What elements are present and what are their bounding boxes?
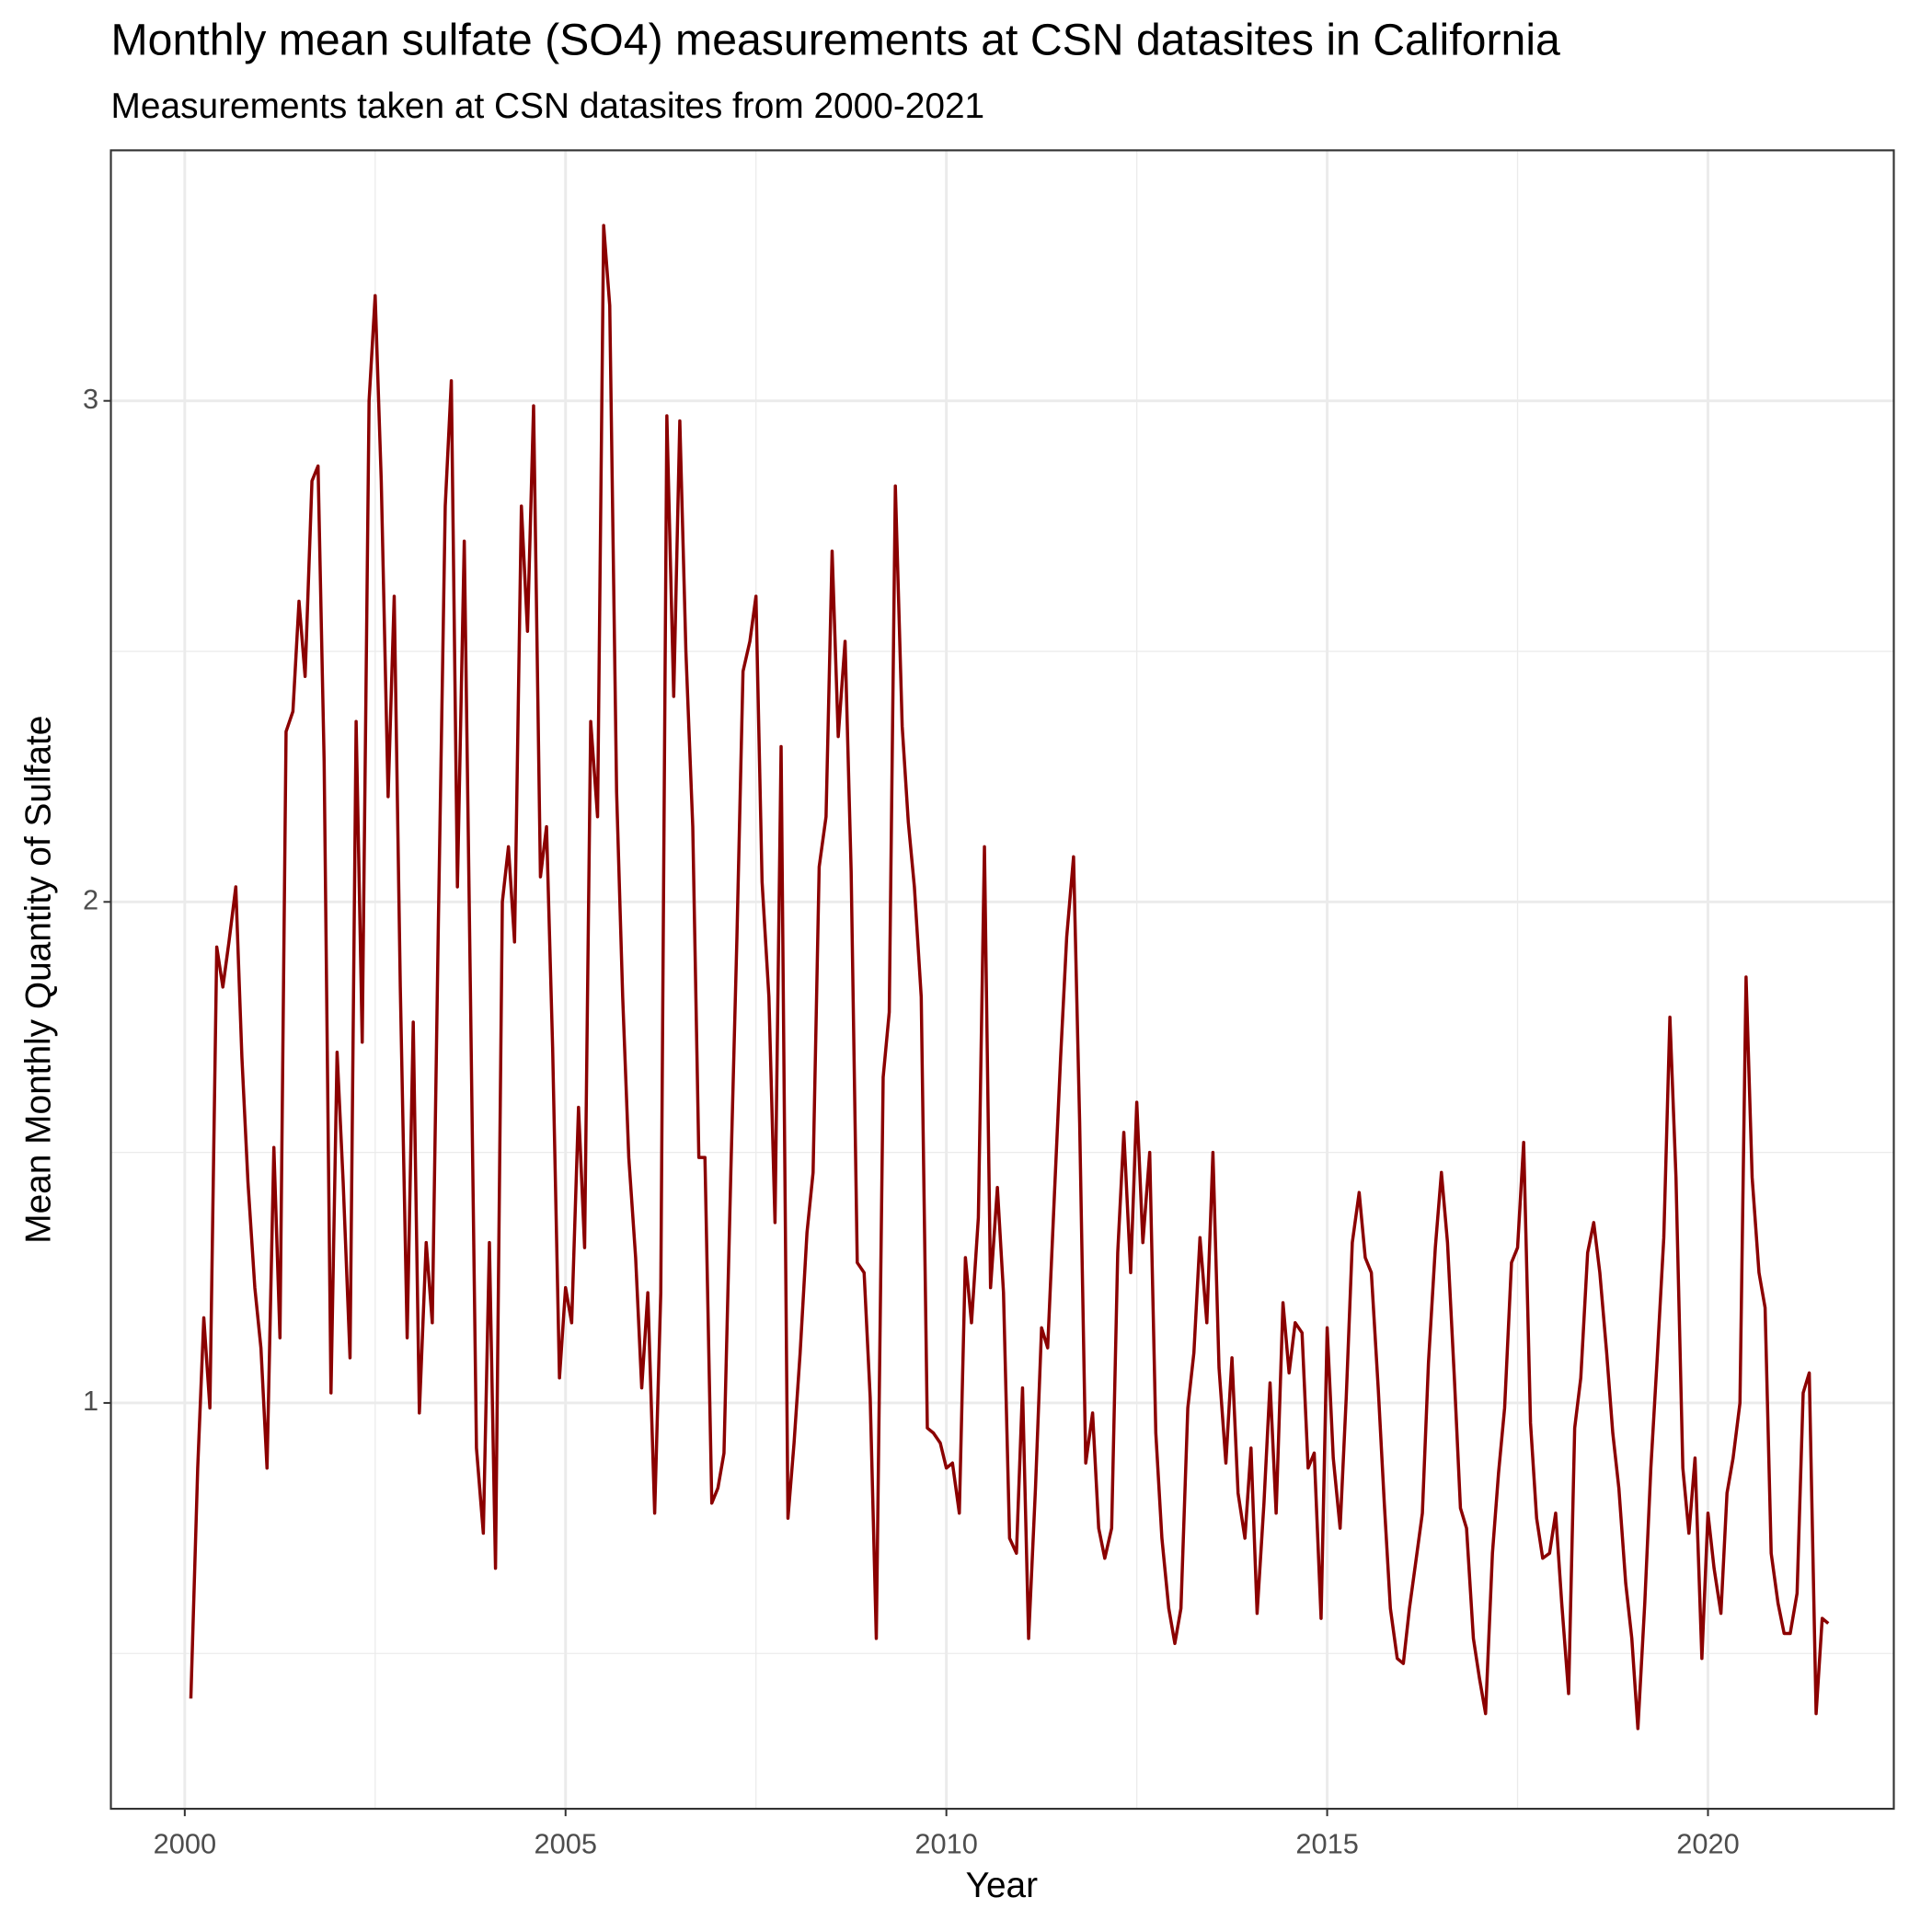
y-tick-label: 1 [83,1385,98,1417]
data-line [189,224,1830,1731]
x-axis-label: Year [966,1866,1039,1905]
x-tick-label: 2000 [154,1827,217,1859]
y-tick-label: 3 [83,383,98,415]
y-axis-label: Mean Monthly Quantity of Sulfate [18,716,58,1244]
x-tick-label: 2015 [1295,1827,1359,1859]
x-tick-label: 2020 [1676,1827,1740,1859]
chart-subtitle: Measurements taken at CSN datasites from… [111,86,985,126]
x-tick-label: 2010 [914,1827,978,1859]
chart-title: Monthly mean sulfate (SO4) measurements … [111,16,1561,65]
y-tick-label: 2 [83,883,98,915]
panel-border [109,149,1895,1811]
x-tick-label: 2005 [534,1827,597,1859]
